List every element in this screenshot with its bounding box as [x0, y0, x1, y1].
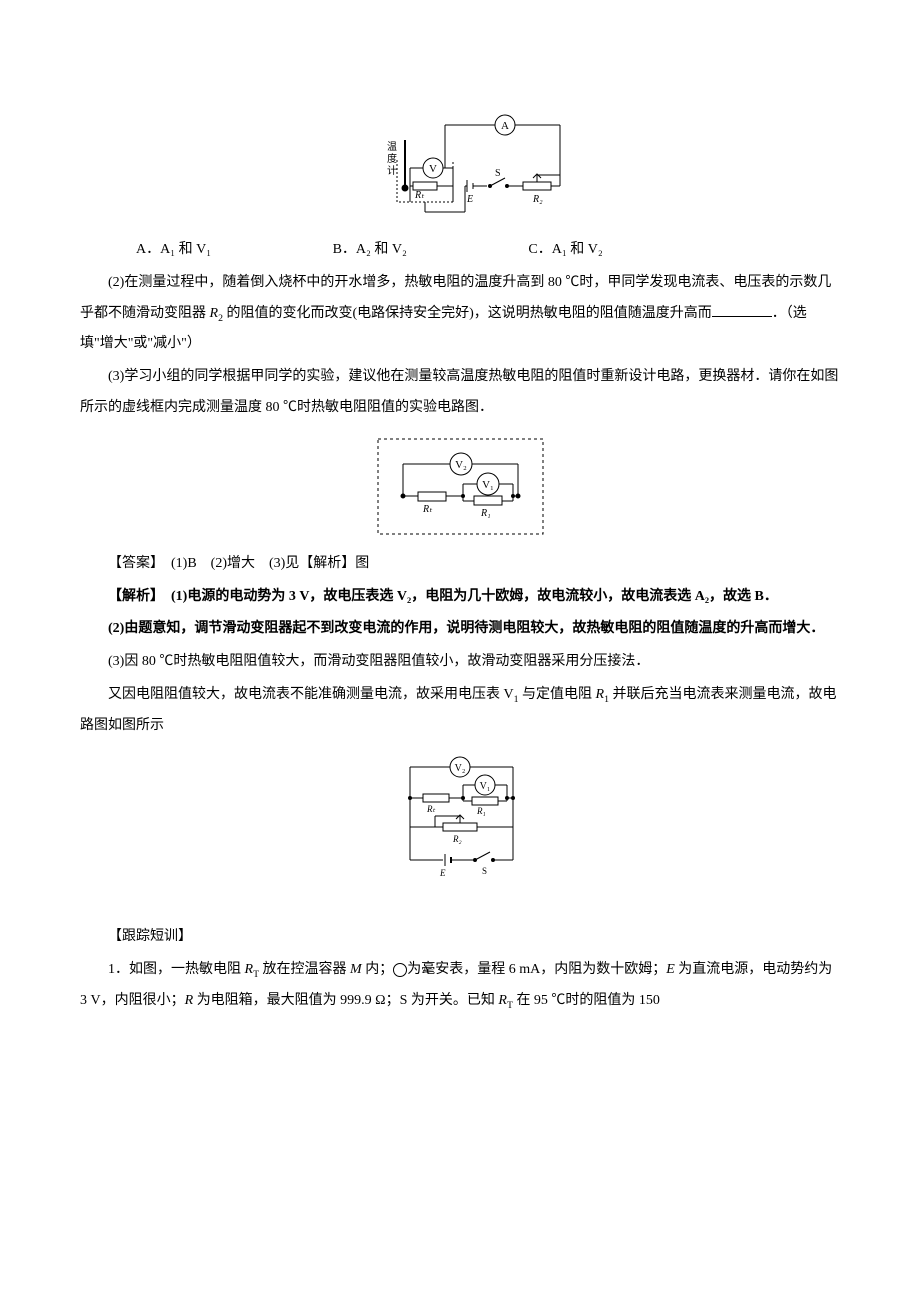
question-3: (3)学习小组的同学根据甲同学的实验，建议他在测量较高温度热敏电阻的阻值时重新设…: [80, 362, 840, 424]
svg-text:R₂: R₂: [452, 834, 462, 844]
circuit-diagram-2: V₂ V₁ Rₜ R₁: [373, 434, 548, 539]
svg-text:Rₜ: Rₜ: [422, 504, 433, 515]
svg-text:V: V: [429, 163, 437, 175]
svg-text:度: 度: [387, 152, 397, 165]
svg-text:V₁: V₁: [480, 781, 491, 792]
option-c: C．A₁ 和 V₂: [500, 235, 602, 266]
circuit-diagram-1: A 温 度 计 V Rₜ: [345, 110, 575, 225]
options-row: A．A₁ 和 V₁ B．A₂ 和 V₂ C．A₁ 和 V₂: [80, 235, 840, 266]
fill-blank: [712, 300, 772, 317]
followup-q1: 1．如图，一热敏电阻 RT 放在控温容器 M 内；A为毫安表，量程 6 mA，内…: [80, 955, 840, 1017]
svg-text:R₂: R₂: [532, 194, 543, 205]
analysis-p2: (2)由题意知，调节滑动变阻器起不到改变电流的作用，说明待测电阻较大，故热敏电阻…: [80, 614, 840, 645]
followup-label: 【跟踪短训】: [80, 922, 840, 953]
analysis-p4: 又因电阻阻值较大，故电流表不能准确测量电流，故采用电压表 V1 与定值电阻 R1…: [80, 680, 840, 742]
ammeter-symbol: A: [393, 963, 407, 977]
svg-text:Rₜ: Rₜ: [426, 804, 435, 814]
svg-text:V₂: V₂: [455, 763, 466, 774]
svg-text:R₁: R₁: [476, 806, 486, 816]
svg-text:E: E: [466, 194, 473, 205]
svg-text:E: E: [439, 868, 446, 878]
svg-text:计: 计: [387, 164, 397, 177]
circuit-diagram-3: V₂ V₁ Rₜ R₁ R₂: [385, 752, 535, 882]
svg-text:S: S: [482, 866, 487, 876]
option-b: B．A₂ 和 V₂: [305, 235, 407, 266]
svg-text:V₂: V₂: [455, 459, 467, 471]
svg-text:V₁: V₁: [482, 479, 494, 491]
option-a: A．A₁ 和 V₁: [108, 235, 211, 266]
answer-line: 【答案】 (1)B (2)增大 (3)见【解析】图: [80, 549, 840, 580]
svg-text:A: A: [501, 120, 509, 132]
analysis-p3: (3)因 80 ℃时热敏电阻阻值较大，而滑动变阻器阻值较小，故滑动变阻器采用分压…: [80, 647, 840, 678]
svg-text:R₁: R₁: [480, 508, 491, 519]
analysis-p1: 【解析】 (1)电源的电动势为 3 V，故电压表选 V₂，电阻为几十欧姆，故电流…: [80, 582, 840, 613]
question-2: (2)在测量过程中，随着倒入烧杯中的开水增多，热敏电阻的温度升高到 80 ℃时，…: [80, 268, 840, 360]
svg-text:Rₜ: Rₜ: [414, 190, 425, 201]
svg-text:S: S: [495, 168, 501, 179]
svg-text:温: 温: [387, 141, 397, 153]
